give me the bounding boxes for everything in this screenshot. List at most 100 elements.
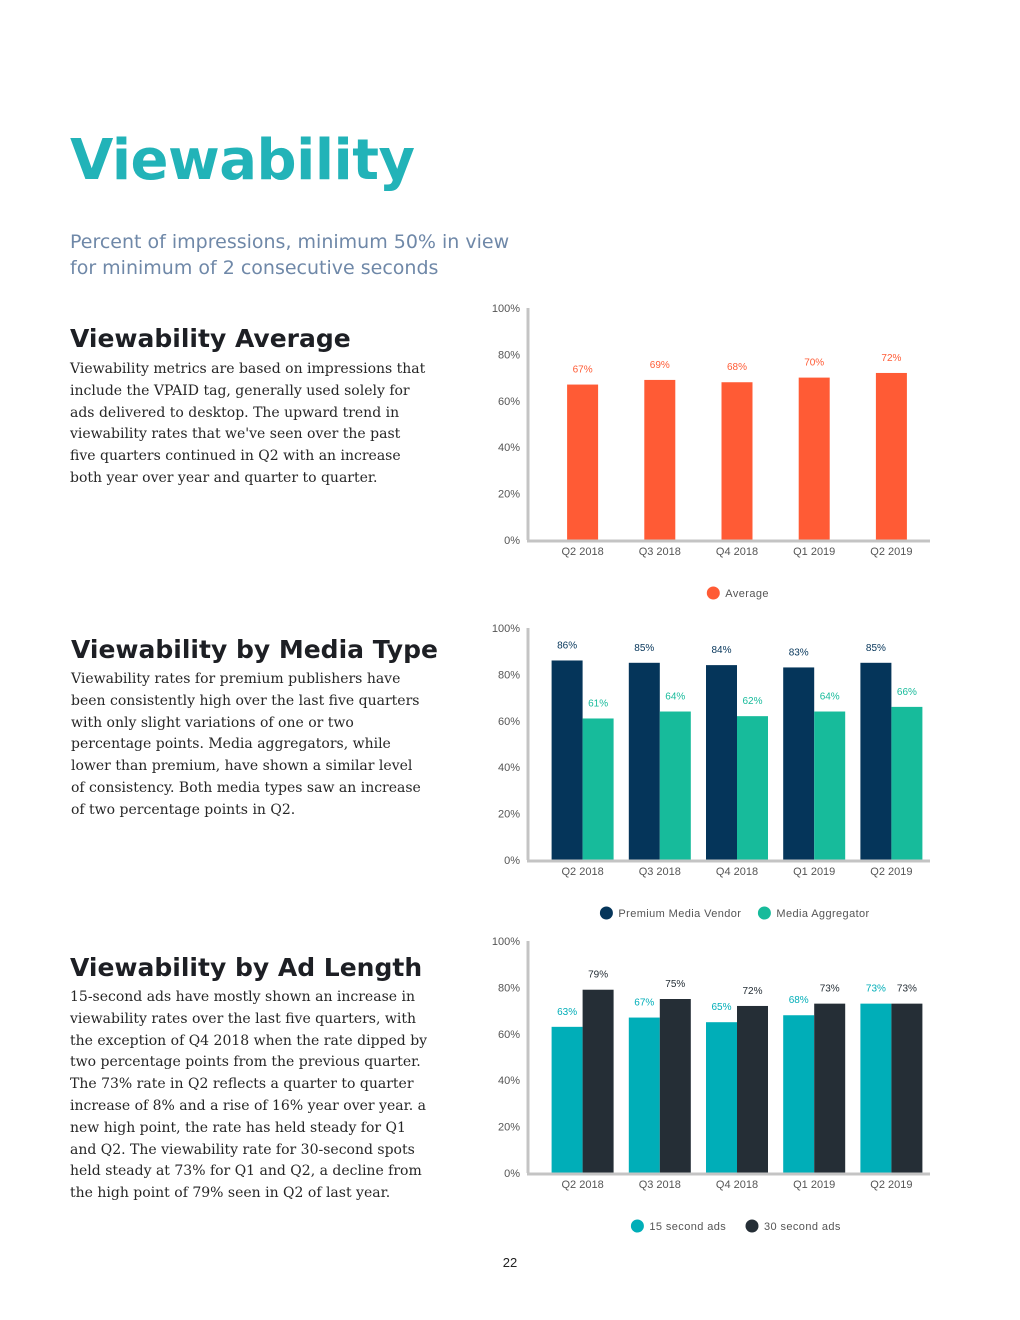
bar <box>706 665 737 860</box>
y-tick-label: 100% <box>492 623 520 635</box>
data-label: 61% <box>588 698 608 709</box>
data-label: 68% <box>789 995 809 1006</box>
x-tick-label: Q2 2018 <box>561 1179 603 1191</box>
data-label: 70% <box>804 358 824 369</box>
data-label: 69% <box>650 360 670 371</box>
y-tick-label: 0% <box>504 1168 520 1180</box>
x-tick-label: Q4 2018 <box>716 866 758 878</box>
section-body-average: Viewability metrics are based on impress… <box>70 361 426 486</box>
section-heading-ad-length: Viewability by Ad Length <box>70 953 423 982</box>
legend-swatch-icon <box>745 1219 759 1233</box>
bar <box>860 1003 892 1173</box>
y-tick-label: 40% <box>498 442 520 454</box>
x-tick-label: Q2 2018 <box>561 866 603 878</box>
data-label: 79% <box>588 970 608 981</box>
section-heading-average: Viewability Average <box>70 324 351 353</box>
bar <box>814 1003 846 1173</box>
x-tick-label: Q1 2019 <box>793 866 835 878</box>
y-tick-label: 60% <box>498 716 520 728</box>
bar <box>567 384 599 540</box>
bar <box>875 372 907 540</box>
data-label: 73% <box>820 984 840 995</box>
legend-label: 15 second ads <box>649 1221 726 1233</box>
x-tick-label: Q3 2018 <box>639 546 681 558</box>
y-tick-label: 80% <box>498 349 520 361</box>
data-label: 86% <box>557 640 577 651</box>
data-label: 84% <box>711 645 731 656</box>
x-tick-label: Q3 2018 <box>639 1179 681 1191</box>
y-tick-label: 100% <box>492 936 520 948</box>
x-tick-label: Q2 2019 <box>870 1179 912 1191</box>
legend-swatch-icon <box>757 906 771 920</box>
bar <box>783 1015 815 1173</box>
data-label: 72% <box>881 353 901 364</box>
legend-label: Average <box>725 588 769 600</box>
x-tick-label: Q4 2018 <box>716 546 758 558</box>
y-tick-label: 40% <box>498 1075 520 1087</box>
data-label: 62% <box>742 696 762 707</box>
bar <box>891 706 923 860</box>
section-body-media-type: Viewability rates for premium publishers… <box>71 671 421 818</box>
y-tick-label: 0% <box>504 535 520 547</box>
chart-svg: 0% 20% 40% 60% 80% 100% 63% 79% Q2 2018 67% 75% Q3 … <box>492 936 930 1233</box>
data-label: 67% <box>573 365 593 376</box>
x-tick-label: Q2 2018 <box>561 546 603 558</box>
page-title: Viewability <box>70 128 415 193</box>
y-tick-label: 40% <box>498 762 520 774</box>
data-label: 66% <box>897 687 917 698</box>
bar <box>551 660 583 860</box>
bar <box>798 377 830 540</box>
bar <box>628 662 660 860</box>
data-label: 85% <box>634 643 654 654</box>
y-tick-label: 20% <box>498 1122 520 1134</box>
data-label: 64% <box>665 692 685 703</box>
bar <box>737 1005 768 1173</box>
legend-swatch-icon <box>630 1219 644 1233</box>
y-tick-label: 0% <box>504 855 520 867</box>
legend-label: 30 second ads <box>764 1221 841 1233</box>
chart-viewability-ad-length: 0% 20% 40% 60% 80% 100% 63% 79% Q2 2018 67% 75% Q3 … <box>480 931 950 1241</box>
bar <box>628 1017 660 1173</box>
section-body-ad-length: 15-second ads have mostly shown an incre… <box>70 989 428 1202</box>
bar <box>659 711 691 860</box>
data-label: 67% <box>634 998 654 1009</box>
data-label: 68% <box>727 362 747 373</box>
data-label: 64% <box>820 692 840 703</box>
y-tick-label: 60% <box>498 1029 520 1041</box>
bar <box>814 711 846 860</box>
bar <box>721 382 753 540</box>
x-tick-label: Q4 2018 <box>716 1179 758 1191</box>
y-tick-label: 60% <box>498 396 520 408</box>
chart-viewability-average: 0% 20% 40% 60% 80% 100% 67% Q2 2018 69% Q3 2018 68… <box>480 298 950 608</box>
x-tick-label: Q3 2018 <box>639 866 681 878</box>
bar <box>582 718 614 860</box>
legend-label: Premium Media Vendor <box>618 908 741 920</box>
data-label: 83% <box>789 647 809 658</box>
data-label: 73% <box>897 984 917 995</box>
page-subtitle: Percent of impressions, minimum 50% in v… <box>70 231 510 279</box>
chart-svg: 0% 20% 40% 60% 80% 100% 67% Q2 2018 69% Q3 2018 68… <box>492 303 930 600</box>
bar <box>737 716 768 860</box>
x-tick-label: Q1 2019 <box>793 1179 835 1191</box>
chart-viewability-media-type: 0% 20% 40% 60% 80% 100% 86% 61% Q2 2018 85% 64% Q3 … <box>480 618 950 928</box>
data-label: 85% <box>866 643 886 654</box>
data-label: 63% <box>557 1007 577 1018</box>
y-tick-label: 100% <box>492 303 520 315</box>
y-tick-label: 20% <box>498 809 520 821</box>
bar <box>644 379 676 540</box>
legend-swatch-icon <box>599 906 613 920</box>
bar <box>582 989 614 1173</box>
data-label: 65% <box>711 1002 731 1013</box>
x-tick-label: Q1 2019 <box>793 546 835 558</box>
x-tick-label: Q2 2019 <box>870 546 912 558</box>
x-tick-label: Q2 2019 <box>870 866 912 878</box>
bar <box>706 1022 737 1173</box>
legend-swatch-icon <box>706 586 720 600</box>
bar <box>860 662 892 860</box>
section-heading-media-type: Viewability by Media Type <box>71 635 438 664</box>
chart-svg: 0% 20% 40% 60% 80% 100% 86% 61% Q2 2018 85% 64% Q3 … <box>492 623 930 920</box>
bar <box>659 999 691 1173</box>
y-tick-label: 20% <box>498 489 520 501</box>
y-tick-label: 80% <box>498 982 520 994</box>
bar <box>891 1003 923 1173</box>
